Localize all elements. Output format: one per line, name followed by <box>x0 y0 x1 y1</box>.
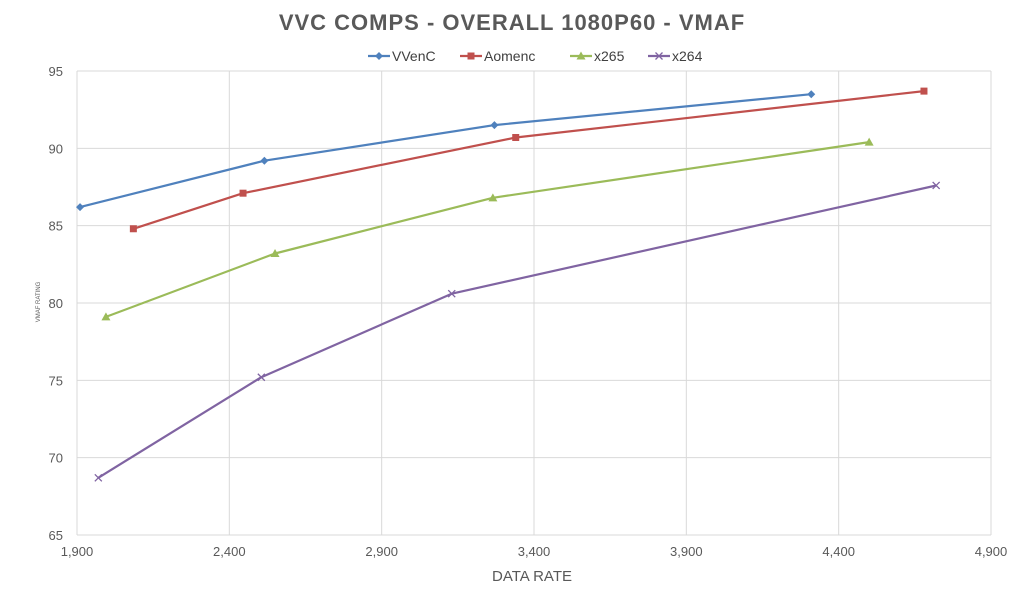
data-point-aomenc <box>129 225 137 233</box>
legend-label-x265: x265 <box>594 48 625 64</box>
series-markers <box>76 87 941 482</box>
legend-marker-vvenc <box>375 52 383 60</box>
data-point-x264 <box>447 289 456 298</box>
legend-marker-x265 <box>576 51 586 60</box>
legend: VVenC Aomenc x265 x264 <box>368 48 703 64</box>
legend-label-aomenc: Aomenc <box>484 48 535 64</box>
y-tick-label: 85 <box>49 219 63 234</box>
x-tick-label: 1,900 <box>61 544 94 559</box>
x-tick-label: 3,900 <box>670 544 703 559</box>
chart-title: VVC COMPS - OVERALL 1080P60 - VMAF <box>279 10 745 35</box>
data-point-aomenc <box>512 134 520 142</box>
data-point-x264 <box>257 373 266 382</box>
legend-label-vvenc: VVenC <box>392 48 436 64</box>
data-point-x265 <box>864 137 874 146</box>
data-point-x264 <box>932 181 941 190</box>
series-line-x265 <box>105 141 870 318</box>
x-axis-label: DATA RATE <box>492 568 572 585</box>
data-point-vvenc <box>807 90 816 99</box>
y-tick-label: 95 <box>49 64 63 79</box>
data-point-x265 <box>488 193 498 202</box>
legend-marker-aomenc <box>467 52 475 60</box>
legend-marker-x264 <box>655 52 663 60</box>
y-tick-label: 80 <box>49 296 63 311</box>
x-axis-ticks: 1,900 2,400 2,900 3,400 3,900 4,400 4,900 <box>61 544 1008 559</box>
x-tick-label: 2,400 <box>213 544 246 559</box>
series-line-aomenc <box>133 90 925 230</box>
y-axis-label: VMAF RATING <box>36 281 42 322</box>
data-point-x265 <box>270 249 280 258</box>
grid <box>76 70 992 536</box>
data-point-vvenc <box>260 156 269 165</box>
legend-label-x264: x264 <box>672 48 703 64</box>
data-point-vvenc <box>76 203 85 212</box>
x-tick-label: 2,900 <box>365 544 398 559</box>
data-point-x265 <box>101 312 111 321</box>
x-tick-label: 3,400 <box>518 544 551 559</box>
y-tick-label: 75 <box>49 373 63 388</box>
y-tick-label: 70 <box>49 451 63 466</box>
y-tick-label: 90 <box>49 141 63 156</box>
y-tick-label: 65 <box>49 528 63 543</box>
data-point-x264 <box>94 473 103 482</box>
series-lines <box>79 90 937 479</box>
x-tick-label: 4,900 <box>975 544 1008 559</box>
y-axis-ticks: 65 70 75 80 85 90 95 <box>49 64 63 543</box>
x-tick-label: 4,400 <box>822 544 855 559</box>
series-line-x264 <box>97 184 937 479</box>
data-point-aomenc <box>920 87 928 95</box>
data-point-aomenc <box>239 189 247 197</box>
series-line-vvenc <box>79 93 812 209</box>
data-point-vvenc <box>490 121 499 130</box>
